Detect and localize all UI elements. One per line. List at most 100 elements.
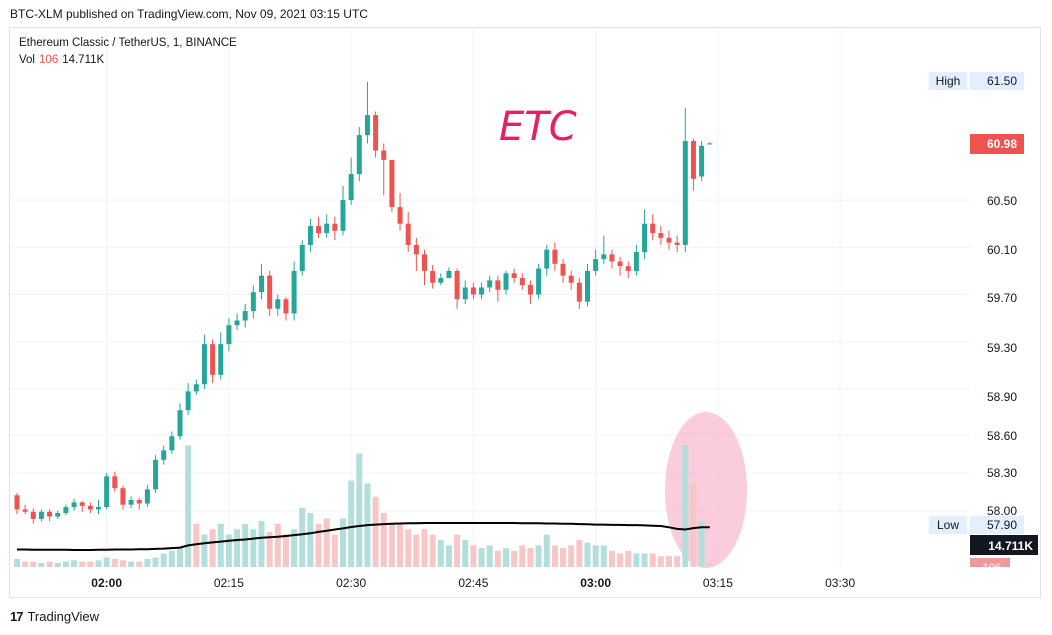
volume-bar <box>111 558 118 567</box>
candle-body <box>201 344 207 385</box>
candle-body <box>666 237 672 243</box>
volume-bar <box>437 540 444 567</box>
candle-body <box>38 511 44 519</box>
candle-body <box>47 511 53 517</box>
volume-bar <box>79 561 86 567</box>
candle-body <box>112 476 118 489</box>
volume-bar <box>331 534 338 567</box>
candle-body <box>104 476 110 508</box>
candle-body <box>389 159 395 208</box>
volume-bar <box>193 523 200 567</box>
candle-body <box>356 135 362 175</box>
candle-body <box>193 384 199 392</box>
candle-body <box>324 223 330 234</box>
volume-bar <box>14 558 20 567</box>
candle-body <box>446 270 452 279</box>
low-value: 57.90 <box>987 518 1017 532</box>
volume-bar <box>119 560 126 567</box>
vol-label: Vol <box>19 54 35 66</box>
volume-bar <box>649 553 656 567</box>
volume-bar <box>600 545 607 567</box>
volume-bar <box>576 540 583 567</box>
volume-bar <box>46 561 53 567</box>
candle-body <box>609 254 615 262</box>
volume-bar <box>608 550 615 567</box>
candle-body <box>682 141 688 245</box>
candle-body <box>544 249 550 269</box>
volume-bar <box>445 545 452 567</box>
candle-body <box>552 249 558 264</box>
candle-body <box>707 143 713 145</box>
volume-bar <box>592 545 599 567</box>
candle-body <box>462 287 468 300</box>
volume-bar <box>152 557 159 567</box>
candle-body <box>479 287 485 295</box>
low-label: Low <box>937 518 959 532</box>
candle-body <box>153 459 159 490</box>
price-axis-label: 58.30 <box>987 466 1017 480</box>
volume-bar <box>315 523 322 567</box>
time-axis-label: 02:15 <box>214 576 244 590</box>
volume-bar <box>568 545 575 567</box>
candle-body <box>161 450 167 460</box>
volume-bar <box>706 562 713 567</box>
volume-bar <box>617 553 624 567</box>
volume-bar <box>177 546 183 567</box>
time-axis-label: 03:15 <box>703 576 733 590</box>
candle-body <box>511 273 517 279</box>
time-axis-label: 02:30 <box>336 576 366 590</box>
candle-body <box>14 495 20 510</box>
volume-highlight-ellipse <box>665 412 747 568</box>
etc-annotation: ETC <box>499 104 577 150</box>
candle-body <box>503 273 509 290</box>
volume-bar <box>185 445 192 567</box>
volume-bar <box>380 513 387 567</box>
time-axis-label: 03:30 <box>825 576 855 590</box>
candle-body <box>454 270 460 300</box>
volume-bar <box>421 529 428 567</box>
candle-body <box>617 261 623 267</box>
volume-bar <box>225 534 232 567</box>
candle-body <box>250 292 256 312</box>
candle-body <box>283 299 289 314</box>
candle-body <box>642 223 648 253</box>
volume-bar <box>160 553 167 567</box>
candle-body <box>226 325 232 345</box>
volume-bar <box>698 521 705 567</box>
high-label-badge <box>929 72 967 90</box>
candle-body <box>218 344 224 375</box>
volume-bar <box>519 545 526 567</box>
candle-body <box>275 299 281 309</box>
volume-bar <box>323 518 330 567</box>
candle-body <box>177 410 183 437</box>
candle-body <box>96 507 101 510</box>
volume-bar <box>136 561 143 567</box>
volume-bar <box>266 531 273 567</box>
volume-bar <box>674 556 681 567</box>
candle-body <box>144 489 150 504</box>
candle-body <box>299 244 305 271</box>
volume-bar <box>494 550 501 567</box>
tradingview-logo-icon: 17 <box>10 609 24 624</box>
candle-body <box>585 270 590 302</box>
volume-bar <box>128 561 135 567</box>
volume-bar <box>307 513 314 567</box>
candle-body <box>30 511 36 519</box>
candle-body <box>63 507 69 513</box>
candle-body <box>438 278 444 283</box>
price-axis-label: 60.50 <box>987 194 1017 208</box>
candle-body <box>625 266 631 271</box>
candle-body <box>55 512 61 517</box>
candle-body <box>568 275 574 283</box>
candle-body <box>316 226 322 234</box>
candle-body <box>291 270 297 314</box>
footer-brand[interactable]: 17 TradingView <box>10 609 99 624</box>
volume-bar <box>551 545 558 567</box>
volume-bar <box>527 548 534 567</box>
volume-bar <box>543 534 550 567</box>
vol-last-value: 106 <box>983 562 1001 574</box>
candle-body <box>234 320 240 326</box>
volume-bar <box>144 558 151 567</box>
time-axis-label: 02:45 <box>458 576 488 590</box>
